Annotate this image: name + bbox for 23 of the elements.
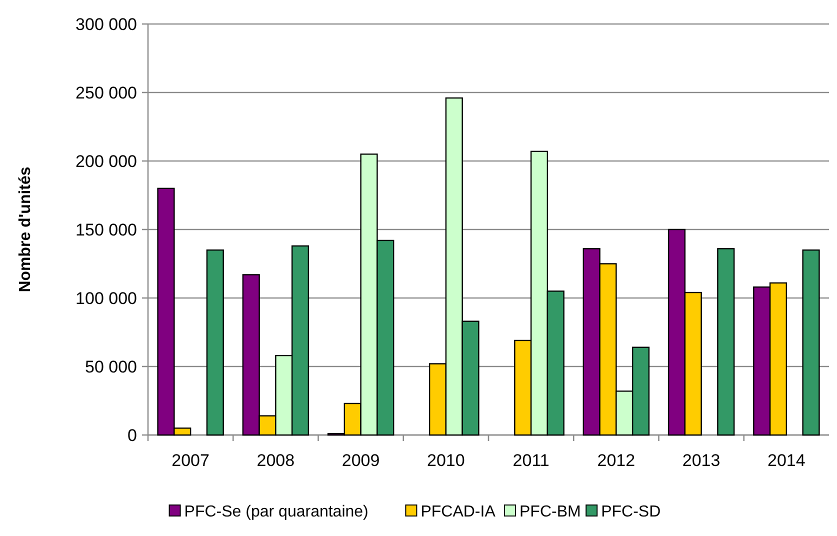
legend-label: PFC-BM	[520, 504, 581, 521]
y-tick-label: 250 000	[76, 83, 137, 102]
y-tick-label: 300 000	[76, 14, 137, 34]
legend-label: PFC-Se (par quarantaine)	[184, 504, 368, 521]
x-tick-label: 2007	[172, 451, 210, 470]
y-tick-label: 50 000	[85, 357, 137, 376]
x-tick-label: 2013	[682, 451, 720, 470]
x-tick-label: 2011	[512, 451, 550, 470]
y-tick-label: 100 000	[76, 288, 137, 308]
bar	[717, 248, 735, 436]
x-tick-label: 2008	[256, 451, 295, 470]
y-axis-title: Nombre d'unités	[17, 166, 34, 292]
bar	[802, 249, 820, 436]
x-tick-label: 2014	[768, 451, 806, 470]
y-tick-label: 200 000	[76, 152, 137, 171]
y-tick-label: 150 000	[76, 220, 137, 240]
legend-label: PFCAD-IA	[420, 504, 496, 521]
x-tick-label: 2012	[597, 451, 636, 470]
y-tick-label: 0	[128, 426, 137, 445]
legend-label: PFC-SD	[601, 504, 661, 521]
bar	[206, 249, 224, 436]
x-tick-label: 2010	[427, 451, 465, 470]
x-tick-label: 2009	[342, 451, 380, 470]
